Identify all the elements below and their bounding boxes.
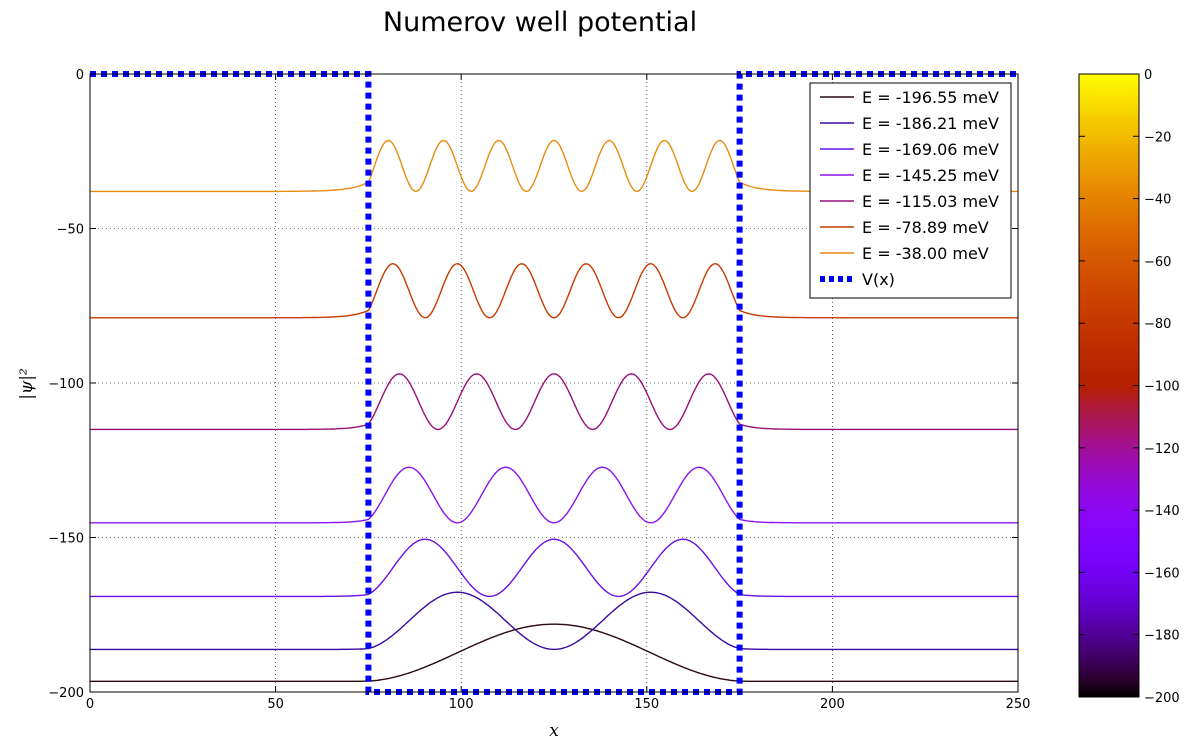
legend-label: E = -115.03 meV — [862, 192, 999, 211]
colorbar: 0 −20 −40 −60 −80 −100 −120 −140 −160 −180 −200 — [1078, 68, 1180, 706]
plot-area: 0 50 100 150 200 250 0 −50 −100 −150 −200 — [48, 68, 1030, 712]
legend-label: E = -186.21 meV — [862, 114, 999, 133]
y-tick-label: −100 — [48, 377, 84, 392]
x-tick-label: 0 — [86, 697, 94, 712]
legend: E = -196.55 meV E = -186.21 meV E = -169.0… — [809, 82, 1012, 299]
series-line — [90, 538, 1018, 598]
series-line — [90, 591, 1018, 651]
x-tick-label: 50 — [267, 697, 284, 712]
legend-label: E = -78.89 meV — [862, 218, 989, 237]
y-tick-label: −200 — [48, 686, 84, 701]
colorbar-tick-label: −160 — [1144, 566, 1180, 581]
legend-box — [809, 82, 1012, 299]
y-tick-label: −50 — [57, 223, 84, 238]
colorbar-tick-label: −180 — [1144, 629, 1180, 644]
x-tick-label: 200 — [820, 697, 845, 712]
legend-label: E = -38.00 meV — [862, 244, 989, 263]
colorbar-tick-label: −80 — [1144, 317, 1171, 332]
colorbar-tick-label: −140 — [1144, 504, 1180, 519]
colorbar-tick-label: −60 — [1144, 255, 1171, 270]
legend-label: E = -196.55 meV — [862, 88, 999, 107]
colorbar-tick-label: −40 — [1144, 193, 1171, 208]
y-tick-label: 0 — [76, 68, 84, 83]
y-axis-label: |ψ|² — [17, 368, 37, 400]
series-line — [90, 262, 1018, 319]
colorbar-tick-label: −100 — [1144, 380, 1180, 395]
legend-label: E = -145.25 meV — [862, 166, 999, 185]
series-line — [90, 623, 1018, 682]
colorbar-tick-label: 0 — [1144, 68, 1152, 83]
y-tick-label: −150 — [48, 532, 84, 547]
legend-label: E = -169.06 meV — [862, 140, 999, 159]
colorbar-tick-label: −20 — [1144, 130, 1171, 145]
x-tick-label: 100 — [449, 697, 474, 712]
chart-title: Numerov well potential — [383, 7, 697, 38]
series-line — [90, 373, 1018, 431]
x-tick-label: 150 — [634, 697, 659, 712]
legend-label: V(x) — [862, 270, 895, 289]
series-line — [90, 466, 1018, 524]
colorbar-bar — [1078, 73, 1140, 698]
colorbar-tick-label: −120 — [1144, 442, 1180, 457]
x-tick-label: 250 — [1006, 697, 1031, 712]
x-axis-label: x — [549, 721, 559, 741]
colorbar-tick-label: −200 — [1144, 691, 1180, 706]
